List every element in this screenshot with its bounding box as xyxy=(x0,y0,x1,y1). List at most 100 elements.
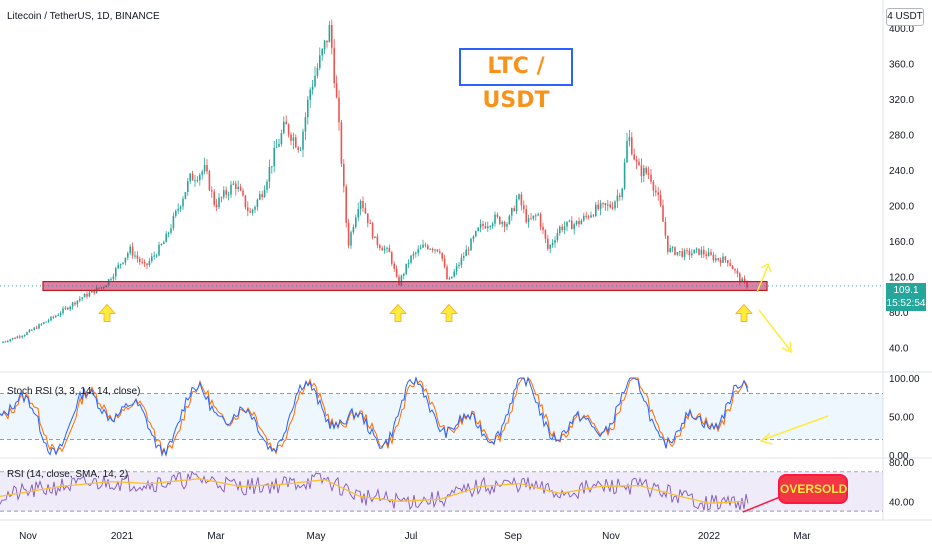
candle-body xyxy=(688,250,691,256)
stoch-d-line xyxy=(0,376,749,457)
candle-body xyxy=(14,337,16,339)
candle-body xyxy=(631,137,633,155)
candle-body xyxy=(38,324,40,329)
candle-body xyxy=(417,249,419,253)
rsi-tick-label: 40.00 xyxy=(889,497,914,508)
candle-body xyxy=(172,215,175,229)
candle-body xyxy=(352,227,355,233)
candle-body xyxy=(2,341,4,343)
candle-body xyxy=(491,223,494,227)
candle-body xyxy=(263,189,266,198)
stoch-tick-label: 100.00 xyxy=(889,374,920,385)
candle-body xyxy=(33,327,35,330)
candle-body xyxy=(127,253,129,258)
candle-body xyxy=(434,249,436,251)
candle-body xyxy=(249,211,251,213)
candle-body xyxy=(575,220,578,225)
candle-body xyxy=(707,252,710,257)
candle-body xyxy=(79,298,81,301)
candle-body xyxy=(674,247,676,255)
candle-body xyxy=(319,55,321,69)
candle-body xyxy=(419,247,422,250)
candle-body xyxy=(741,278,743,282)
oversold-callout: OVERSOLD xyxy=(778,474,848,504)
candle-body xyxy=(407,262,410,264)
candle-body xyxy=(544,229,547,239)
candle-body xyxy=(259,194,261,200)
price-tick-label: 320.0 xyxy=(889,95,914,106)
candle-body xyxy=(511,208,513,216)
candle-body xyxy=(520,194,523,206)
candle-body xyxy=(717,258,719,260)
candle-body xyxy=(376,236,379,246)
candle-body xyxy=(439,251,441,253)
candle-body xyxy=(307,99,309,118)
candle-body xyxy=(573,224,575,230)
candle-body xyxy=(47,320,50,322)
time-tick-label: Sep xyxy=(504,531,522,542)
stoch-rsi-title[interactable]: Stoch RSI (3, 3, 14, 14, close) xyxy=(7,386,141,397)
candle-body xyxy=(379,245,381,249)
candle-body xyxy=(302,131,304,150)
candle-body xyxy=(223,190,225,198)
candle-body xyxy=(611,207,614,209)
candle-body xyxy=(129,246,131,254)
candle-body xyxy=(220,197,223,199)
candle-body xyxy=(671,247,674,249)
candle-body xyxy=(225,190,227,195)
rsi-band xyxy=(0,471,883,512)
candle-body xyxy=(633,154,635,160)
candle-body xyxy=(182,198,184,207)
candle-body xyxy=(110,279,112,281)
unit-badge[interactable]: 4 USDT xyxy=(886,8,924,26)
yellow-arrow-up-icon xyxy=(389,303,407,322)
candle-body xyxy=(371,223,374,238)
candle-body xyxy=(643,167,645,177)
candle-body xyxy=(532,215,535,219)
rsi-title[interactable]: RSI (14, close, SMA, 14, 2) xyxy=(7,469,129,480)
candle-body xyxy=(563,226,566,230)
candle-body xyxy=(9,339,11,342)
candle-body xyxy=(179,206,182,209)
candle-body xyxy=(664,221,667,236)
candle-body xyxy=(357,209,359,218)
candle-body xyxy=(218,197,220,208)
candle-body xyxy=(403,273,405,276)
candle-body xyxy=(496,214,499,217)
candle-body xyxy=(727,260,729,264)
rsi-ma-line xyxy=(0,478,746,504)
yellow-arrow-up-icon xyxy=(98,303,116,322)
candle-body xyxy=(609,204,611,208)
candle-body xyxy=(199,174,201,181)
candle-body xyxy=(590,215,592,218)
candle-body xyxy=(295,137,297,148)
candle-body xyxy=(556,233,559,241)
candle-body xyxy=(679,251,681,253)
candle-body xyxy=(722,256,724,263)
candle-body xyxy=(455,266,458,272)
candle-body xyxy=(691,253,693,256)
price-tick-label: 160.0 xyxy=(889,237,914,248)
candle-body xyxy=(304,117,307,132)
candle-body xyxy=(237,186,239,189)
candle-body xyxy=(299,149,302,151)
candle-body xyxy=(227,194,230,196)
candle-body xyxy=(477,227,479,231)
symbol-title: Litecoin / TetherUS, 1D, BINANCE xyxy=(7,11,160,22)
candle-body xyxy=(64,307,67,309)
breakdown-arrow-down-head xyxy=(781,341,792,354)
candle-body xyxy=(369,223,371,225)
candle-body xyxy=(333,47,335,84)
candle-body xyxy=(467,249,470,251)
candle-body xyxy=(494,214,496,224)
candle-body xyxy=(559,226,561,234)
time-tick-label: 2022 xyxy=(698,531,721,542)
candle-body xyxy=(26,332,28,335)
candle-body xyxy=(91,290,93,293)
candle-body xyxy=(422,244,424,248)
price-tick-label: 200.0 xyxy=(889,201,914,212)
candle-body xyxy=(196,180,199,182)
candle-body xyxy=(578,220,580,225)
candle-body xyxy=(251,209,254,213)
candle-body xyxy=(321,49,323,56)
